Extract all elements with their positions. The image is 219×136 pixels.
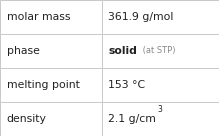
Text: 3: 3: [158, 105, 162, 114]
Text: solid: solid: [108, 46, 137, 56]
Text: 361.9 g/mol: 361.9 g/mol: [108, 12, 174, 22]
Text: density: density: [7, 114, 46, 124]
Text: 2.1 g/cm: 2.1 g/cm: [108, 114, 156, 124]
Text: phase: phase: [7, 46, 39, 56]
Text: (at STP): (at STP): [140, 47, 176, 55]
Text: melting point: melting point: [7, 80, 79, 90]
Text: molar mass: molar mass: [7, 12, 70, 22]
Text: 153 °C: 153 °C: [108, 80, 146, 90]
